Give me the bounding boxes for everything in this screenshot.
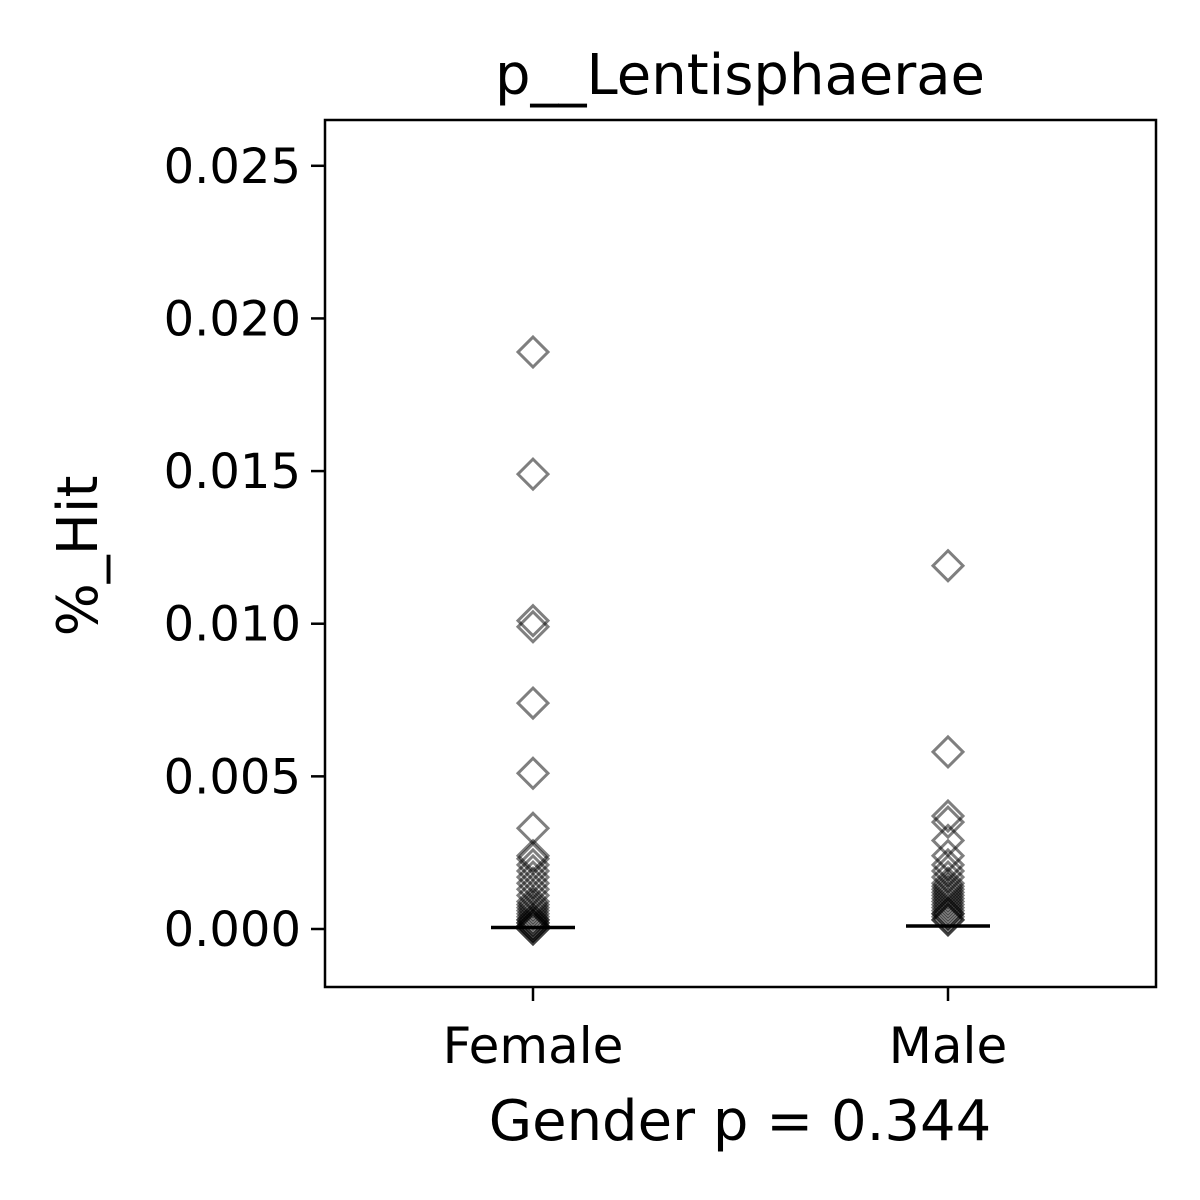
y-tick-label: 0.015 xyxy=(164,444,301,500)
y-axis-label: %_Hit xyxy=(46,476,111,637)
data-point-male xyxy=(930,805,966,840)
x-tick-label-female: Female xyxy=(443,1017,624,1075)
x-tick-label-male: Male xyxy=(889,1017,1007,1075)
data-point-male xyxy=(930,890,966,925)
data-point-male xyxy=(930,734,966,770)
data-point-male xyxy=(930,875,966,910)
plot-marks xyxy=(491,334,990,947)
data-point-female xyxy=(515,899,551,934)
data-point-female xyxy=(515,887,551,922)
data-point-male xyxy=(930,798,966,834)
data-point-female xyxy=(515,884,551,919)
data-point-female xyxy=(515,334,551,370)
y-tick-label: 0.020 xyxy=(164,291,301,347)
data-point-female xyxy=(515,890,551,925)
data-point-male xyxy=(930,899,966,934)
data-point-female xyxy=(515,838,551,873)
data-point-male xyxy=(930,887,966,922)
y-tick-label: 0.010 xyxy=(164,597,301,653)
chart-title: p__Lentisphaerae xyxy=(495,43,985,108)
data-point-female xyxy=(515,902,551,937)
y-tick-label: 0.005 xyxy=(164,749,301,805)
x-axis: Female Male xyxy=(443,987,1007,1075)
data-point-male xyxy=(930,896,966,931)
data-point-female xyxy=(515,609,551,644)
y-tick-label: 0.000 xyxy=(164,902,301,958)
data-point-female xyxy=(515,603,551,638)
data-point-female xyxy=(515,908,551,944)
data-point-female xyxy=(515,911,551,947)
data-point-female xyxy=(515,905,551,941)
y-axis: 0.000 0.005 0.010 0.015 0.020 0.025 xyxy=(164,139,325,958)
data-point-female xyxy=(515,756,551,791)
data-point-female xyxy=(515,457,551,492)
data-point-male xyxy=(930,884,966,919)
y-tick-label: 0.025 xyxy=(164,139,301,195)
data-point-male xyxy=(930,902,966,937)
data-point-male xyxy=(930,878,966,913)
data-point-female xyxy=(515,685,551,721)
data-point-male xyxy=(930,881,966,916)
data-point-female xyxy=(515,893,551,928)
plot-frame xyxy=(323,118,1158,989)
data-point-male xyxy=(930,548,966,583)
x-axis-label: Gender p = 0.344 xyxy=(489,1089,992,1154)
